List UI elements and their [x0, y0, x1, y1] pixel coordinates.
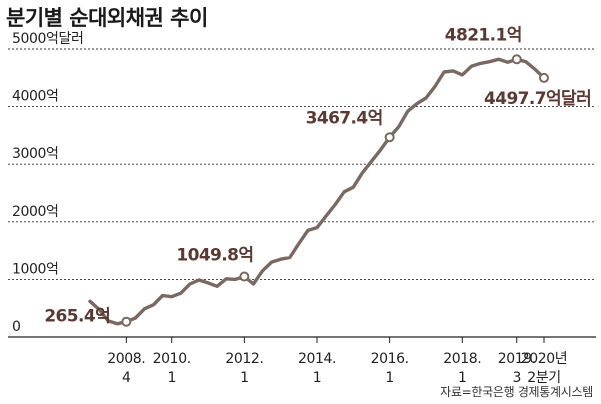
x-tick-label: 4	[122, 370, 131, 386]
data-label: 4821.1억	[445, 25, 522, 45]
data-label: 3467.4억	[306, 108, 383, 128]
data-point-marker	[239, 271, 250, 282]
y-tick-label: 4000억	[12, 89, 59, 105]
data-point-marker	[511, 54, 522, 65]
x-tick-label: 2014.	[298, 351, 336, 367]
x-tick-label: 2008.	[107, 351, 145, 367]
x-tick-label: 1	[313, 370, 322, 386]
x-tick-label: 2018.	[443, 351, 481, 367]
source-note: 자료=한국은행 경제통계시스템	[440, 385, 593, 399]
data-point-marker	[384, 132, 395, 143]
x-tick-label: 1	[167, 370, 176, 386]
data-label: 4497.7억달러	[484, 88, 591, 109]
x-tick-label: 2분기	[527, 370, 560, 386]
x-tick-label: 1	[240, 370, 249, 386]
series-line	[88, 57, 546, 326]
x-tick-label: 2010.	[153, 351, 191, 367]
data-point-marker	[539, 72, 549, 83]
x-tick-label: 1	[458, 370, 467, 386]
data-label: 1049.8억	[176, 246, 253, 266]
data-point-marker	[121, 316, 132, 327]
y-tick-label: 5000억달러	[12, 31, 83, 47]
data-label: 265.4억	[44, 307, 110, 327]
x-tick-label: 1	[385, 370, 394, 386]
y-tick-label: 2000억	[12, 204, 59, 220]
x-tick-label: 2020년	[521, 351, 568, 367]
x-tick-label: 2012.	[225, 351, 263, 367]
x-tick-label: 2019.	[498, 351, 536, 367]
y-tick-label: 0	[12, 319, 21, 335]
x-tick-label: 3	[513, 370, 522, 386]
y-tick-label: 3000억	[12, 146, 59, 162]
y-tick-label: 1000억	[12, 261, 59, 277]
x-tick-label: 2016.	[371, 351, 409, 367]
chart-title: 분기별 순대외채권 추이	[6, 6, 208, 30]
